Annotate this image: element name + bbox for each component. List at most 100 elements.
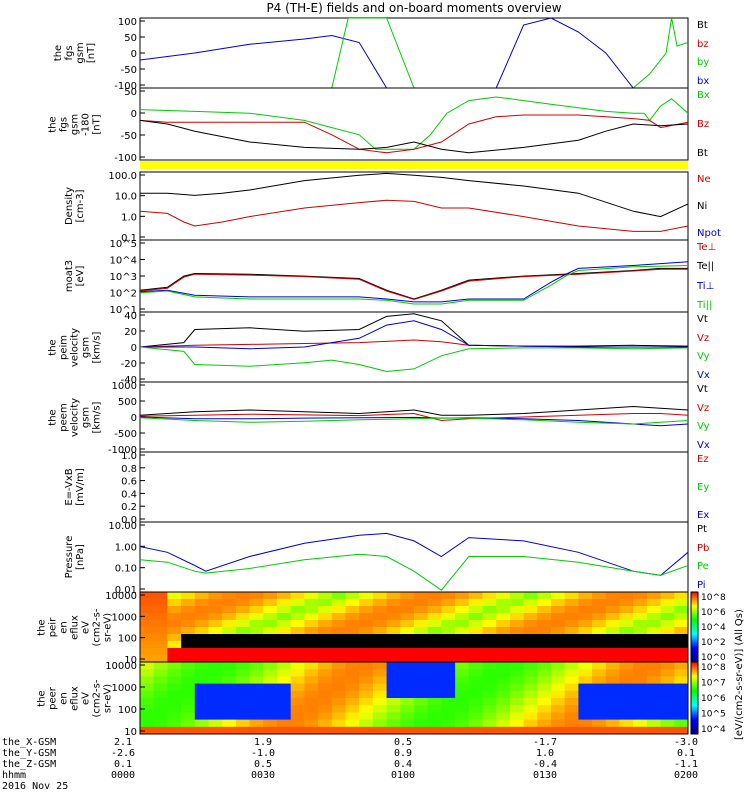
- heatmap-cell: [400, 705, 415, 713]
- heatmap-cell: [345, 606, 360, 614]
- heatmap-cell: [290, 705, 305, 713]
- footer-value: -1.1: [673, 759, 699, 770]
- heatmap-cell: [331, 613, 346, 621]
- heatmap-cell: [414, 698, 429, 706]
- heatmap-cell: [660, 698, 675, 706]
- footer-row: the_Z-GSM: [2, 759, 56, 770]
- heatmap-cell: [468, 712, 483, 721]
- heatmap-cell: [496, 719, 511, 728]
- heatmap-cell: [551, 676, 566, 685]
- footer-value: 0.9: [393, 748, 413, 759]
- heatmap-cell: [482, 599, 497, 607]
- colorbar-tick-label: 10^4: [701, 725, 726, 735]
- heatmap-cell: [674, 620, 689, 628]
- heatmap-cell: [537, 662, 552, 670]
- heatmap-cell: [194, 599, 209, 607]
- heatmap-cell: [222, 655, 237, 663]
- heatmap-cell: [386, 690, 401, 699]
- heatmap-cell: [181, 641, 196, 649]
- legend-entry: Pe: [697, 561, 709, 573]
- heatmap-cell: [290, 606, 305, 614]
- heatmap-cell: [414, 592, 429, 600]
- y-tick-label: 100.0: [108, 171, 137, 182]
- y-tick-label: 0.8: [121, 464, 137, 475]
- heatmap-cell: [427, 662, 442, 670]
- heatmap-cell: [290, 613, 305, 621]
- y-tick-label: 100: [118, 705, 137, 716]
- heatmap-cell: [167, 705, 182, 713]
- heatmap-cell: [194, 698, 209, 706]
- heatmap-cell: [290, 592, 305, 600]
- heatmap-cell: [235, 719, 251, 728]
- heatmap-cell: [277, 712, 292, 721]
- heatmap-cell: [660, 599, 675, 607]
- heatmap-cell: [646, 592, 662, 600]
- heatmap-cell: [482, 690, 497, 699]
- heatmap-cell: [208, 719, 223, 728]
- heatmap-cell: [345, 705, 360, 713]
- heatmap-cell: [455, 683, 470, 692]
- heatmap-cell: [181, 712, 196, 721]
- heatmap-cell: [372, 599, 388, 607]
- y-axis-label: moat3 [eV]: [64, 240, 86, 312]
- heatmap-cell: [414, 683, 429, 692]
- heatmap-cell: [551, 712, 566, 721]
- y-tick-label: 0.2: [121, 502, 137, 513]
- heatmap-cell: [263, 599, 278, 607]
- panel-frame: [139, 521, 689, 593]
- heatmap-cell: [674, 599, 689, 607]
- heatmap-cell: [249, 683, 264, 692]
- heatmap-cell: [249, 613, 264, 621]
- heatmap-cell: [551, 606, 566, 614]
- heatmap-cell: [222, 705, 237, 713]
- heatmap-cell: [592, 641, 607, 649]
- heatmap-cell: [523, 662, 538, 670]
- heatmap-cell: [537, 705, 552, 713]
- heatmap-cell: [304, 676, 319, 685]
- heatmap-cell: [551, 620, 566, 628]
- heatmap-cell: [304, 662, 319, 670]
- heatmap-cell: [455, 719, 470, 728]
- heatmap-cell: [441, 726, 456, 735]
- heatmap-cell: [249, 705, 264, 713]
- heatmap-cell: [414, 648, 429, 656]
- heatmap-cell: [386, 712, 401, 721]
- heatmap-cell: [208, 698, 223, 706]
- heatmap-cell: [496, 698, 511, 706]
- footer-row-label: the_Y-GSM: [2, 748, 57, 759]
- heatmap-cell: [167, 620, 182, 628]
- heatmap-cell: [523, 634, 538, 642]
- heatmap-cell: [592, 698, 607, 706]
- heatmap-cell: [140, 712, 155, 721]
- heatmap-cell: [277, 627, 292, 635]
- heatmap-cell: [646, 662, 662, 670]
- y-axis-label-line: E=-VxB: [64, 468, 75, 506]
- footer-row: the_X-GSM: [2, 737, 56, 748]
- heatmap-cell: [537, 606, 552, 614]
- heatmap-cell: [564, 683, 579, 692]
- heatmap-cell: [496, 592, 511, 600]
- heatmap-cell: [386, 613, 401, 621]
- heatmap-cell: [619, 613, 634, 621]
- heatmap-cell: [345, 613, 360, 621]
- y-axis-label-line: the: [47, 408, 59, 426]
- y-axis-label-line: fgs: [64, 45, 75, 61]
- heatmap-cell: [263, 655, 278, 663]
- panel-frame: [139, 451, 689, 523]
- heatmap-cell: [249, 599, 264, 607]
- heatmap-cell: [372, 690, 388, 699]
- heatmap-cell: [235, 698, 251, 706]
- heatmap-cell: [304, 627, 319, 635]
- heatmap-cell: [633, 599, 648, 607]
- heatmap-cell: [578, 669, 593, 677]
- y-axis-label-line: eflux: [69, 685, 81, 711]
- panel-frame: [139, 171, 689, 241]
- heatmap-cell: [167, 712, 182, 721]
- heatmap-cell: [372, 719, 388, 728]
- heatmap-cell: [551, 592, 566, 600]
- heatmap-cell: [509, 712, 525, 721]
- figure-title: P4 (TH-E) fields and on-board moments ov…: [266, 1, 562, 15]
- heatmap-cell: [578, 662, 593, 670]
- heatmap-cell: [660, 606, 675, 614]
- heatmap-cell: [153, 669, 168, 677]
